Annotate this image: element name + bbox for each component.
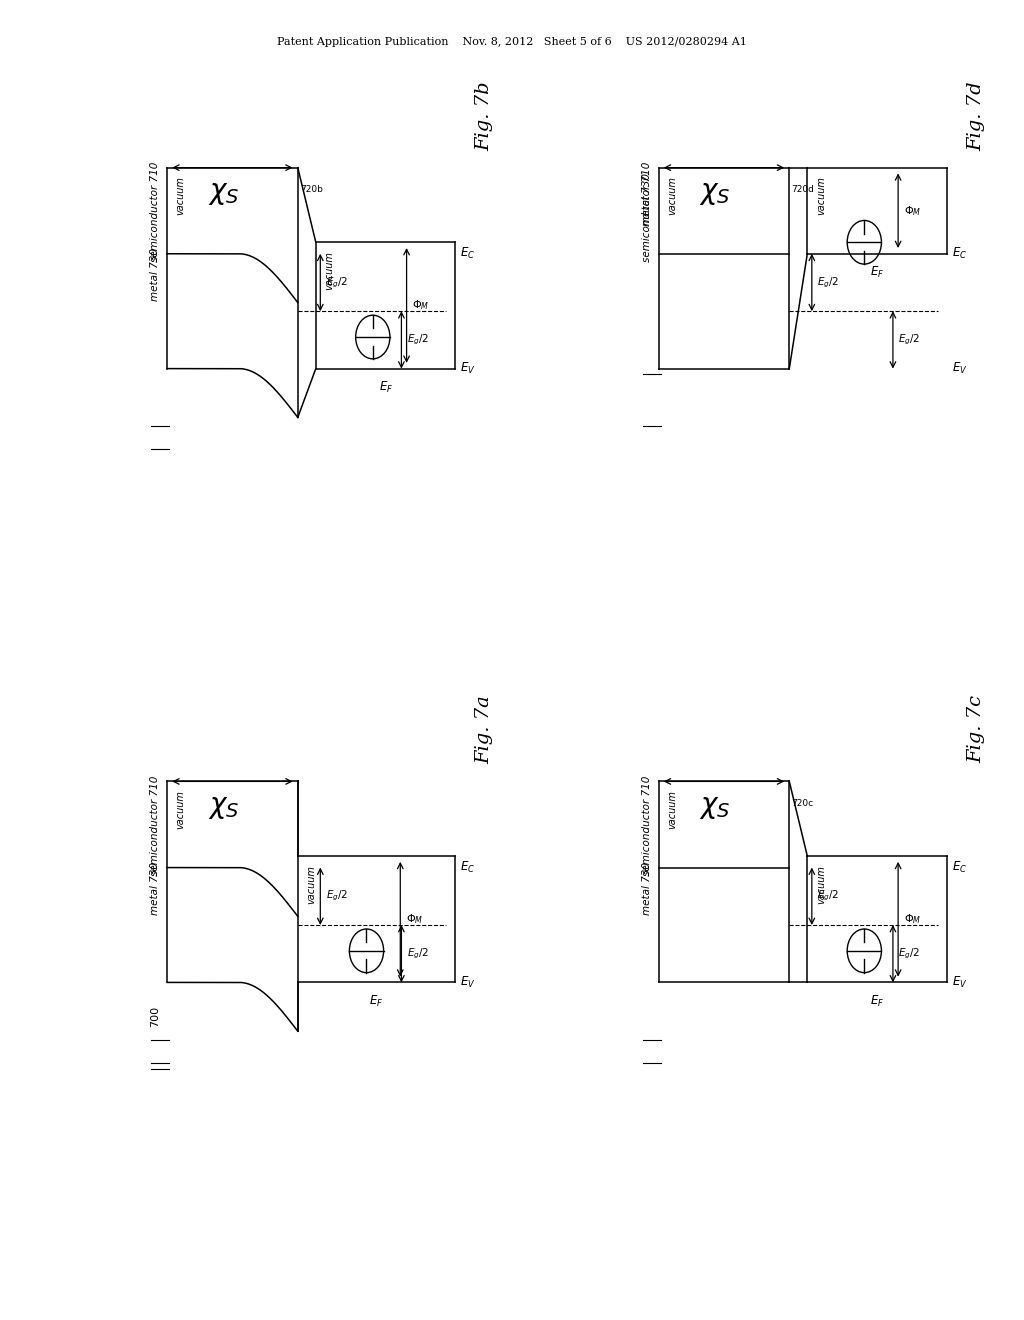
Text: Patent Application Publication    Nov. 8, 2012   Sheet 5 of 6    US 2012/0280294: Patent Application Publication Nov. 8, 2… [278,37,746,48]
Text: $E_g/2$: $E_g/2$ [326,890,348,903]
Text: $E_F$: $E_F$ [379,380,393,395]
Text: $\Phi_M$: $\Phi_M$ [903,912,921,927]
Text: vacuum: vacuum [306,865,316,904]
Text: metal 730: metal 730 [151,862,161,915]
Text: metal 730: metal 730 [642,173,652,227]
Text: vacuum: vacuum [816,865,825,904]
Text: $\Phi_M$: $\Phi_M$ [903,203,921,218]
Text: $E_C$: $E_C$ [460,861,475,875]
Text: semiconductor 710: semiconductor 710 [642,776,652,876]
Text: vacuum: vacuum [176,177,185,215]
Text: $E_C$: $E_C$ [951,861,967,875]
Text: $\chi_S$: $\chi_S$ [699,180,731,207]
Text: 700: 700 [151,1006,161,1027]
Text: metal 730: metal 730 [642,862,652,915]
Text: $\chi_S$: $\chi_S$ [699,793,731,821]
Text: $E_g/2$: $E_g/2$ [817,276,840,289]
Text: $E_g/2$: $E_g/2$ [817,890,840,903]
Text: semiconductor 710: semiconductor 710 [642,162,652,263]
Text: vacuum: vacuum [668,177,677,215]
Text: $E_V$: $E_V$ [951,362,967,376]
Text: Fig. 7d: Fig. 7d [968,82,985,150]
Text: vacuum: vacuum [668,791,677,829]
Text: $\Phi_M$: $\Phi_M$ [412,298,429,313]
Text: semiconductor 710: semiconductor 710 [151,776,161,876]
Text: $E_g/2$: $E_g/2$ [898,946,921,961]
Text: 720c: 720c [792,799,814,808]
Text: $E_C$: $E_C$ [460,247,475,261]
Text: vacuum: vacuum [325,251,334,290]
Text: vacuum: vacuum [176,791,185,829]
Text: $E_g/2$: $E_g/2$ [326,276,348,289]
Text: $E_V$: $E_V$ [460,362,475,376]
Text: vacuum: vacuum [816,177,825,215]
Text: $E_g/2$: $E_g/2$ [898,333,921,347]
Text: $\chi_S$: $\chi_S$ [208,180,240,207]
Text: $E_F$: $E_F$ [870,994,885,1008]
Text: $\Phi_M$: $\Phi_M$ [406,912,423,927]
Text: $E_g/2$: $E_g/2$ [407,946,429,961]
Text: Fig. 7b: Fig. 7b [476,82,494,150]
Text: $E_g/2$: $E_g/2$ [407,333,429,347]
Text: $E_F$: $E_F$ [870,265,885,280]
Text: $\chi_S$: $\chi_S$ [208,793,240,821]
Text: $E_V$: $E_V$ [460,975,475,990]
Text: semiconductor 710: semiconductor 710 [151,162,161,263]
Text: metal 730: metal 730 [151,248,161,301]
Text: $E_F$: $E_F$ [370,994,384,1008]
Text: $E_C$: $E_C$ [951,247,967,261]
Text: 720b: 720b [300,185,323,194]
Text: Fig. 7a: Fig. 7a [476,696,494,764]
Text: Fig. 7c: Fig. 7c [968,696,985,763]
Text: $E_V$: $E_V$ [951,975,967,990]
Text: 720d: 720d [792,185,814,194]
